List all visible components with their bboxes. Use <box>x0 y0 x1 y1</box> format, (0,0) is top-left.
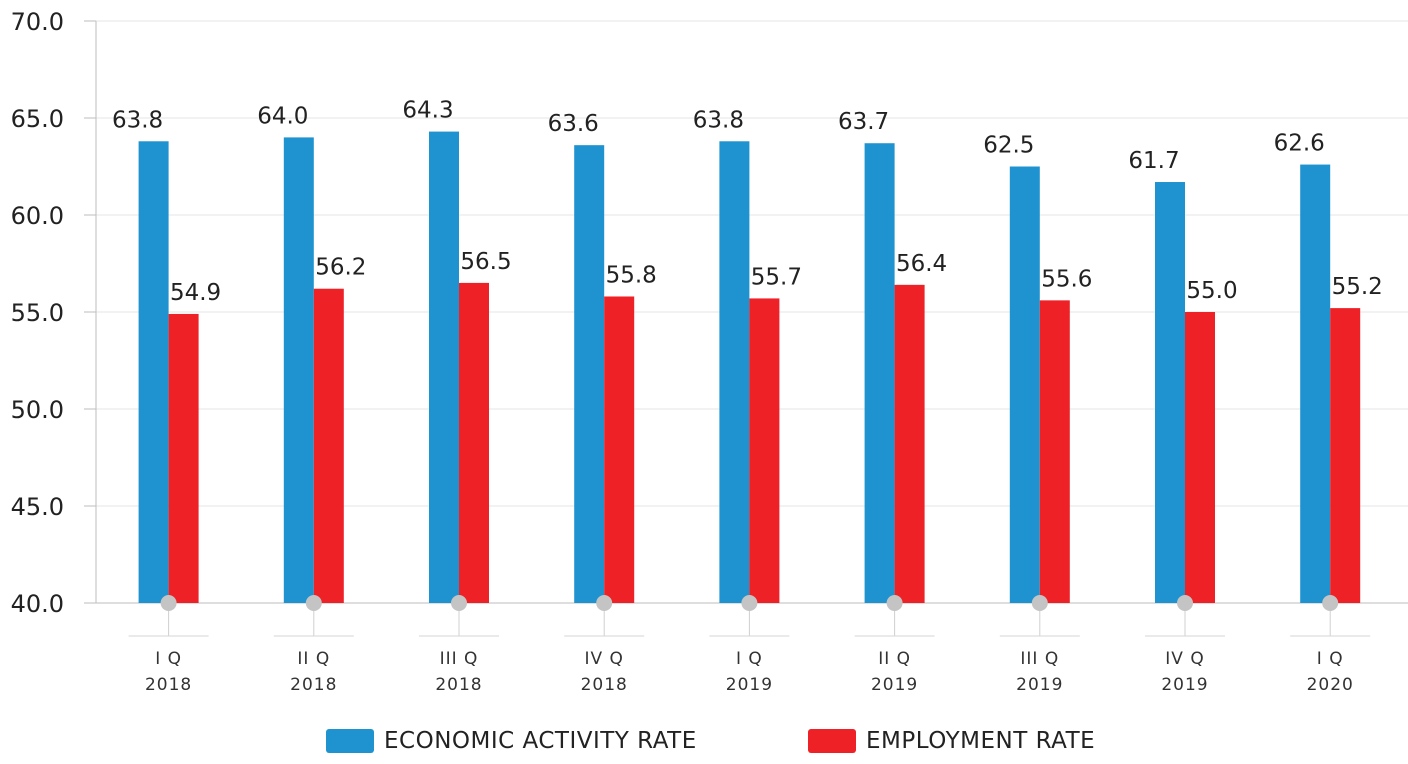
bar-employment-0 <box>168 313 199 603</box>
data-label-economic-activity-5: 63.7 <box>838 109 889 135</box>
bar-economic-activity-0 <box>138 141 169 603</box>
xtick-label-year-7: 2019 <box>1161 675 1208 695</box>
legend-swatch-employment-rate <box>808 729 856 753</box>
bar-economic-activity-2 <box>429 131 459 603</box>
bar-economic-activity-1 <box>283 137 314 603</box>
legend-item-economic-activity-rate: ECONOMIC ACTIVITY RATE <box>326 728 697 754</box>
data-label-economic-activity-8: 62.6 <box>1274 131 1325 157</box>
xtick-label-year-1: 2018 <box>290 675 337 695</box>
legend-label-economic-activity-rate: ECONOMIC ACTIVITY RATE <box>384 728 697 754</box>
xtick-label-quarter-6: III Q <box>1020 649 1059 669</box>
category-marker-0 <box>160 595 177 611</box>
data-label-employment-7: 55.0 <box>1186 278 1237 304</box>
ytick-label-4: 60.0 <box>11 202 64 230</box>
xtick-label-quarter-5: II Q <box>878 649 911 669</box>
bar-chart: 40.0 45.0 50.0 55.0 60.0 65.0 70.0 63.8 54.9 I Q 2… <box>11 8 1408 695</box>
legend: ECONOMIC ACTIVITY RATE EMPLOYMENT RATE <box>0 728 1408 764</box>
bar-economic-activity-4 <box>719 141 750 603</box>
legend-label-employment-rate: EMPLOYMENT RATE <box>866 728 1096 754</box>
bar-economic-activity-6 <box>1009 166 1040 603</box>
bar-employment-5 <box>894 284 925 603</box>
xtick-label-quarter-0: I Q <box>155 649 182 669</box>
bar-employment-4 <box>749 298 780 603</box>
ytick-label-3: 55.0 <box>11 299 64 327</box>
category-marker-7 <box>1177 595 1193 611</box>
data-label-employment-1: 56.2 <box>315 255 366 281</box>
bar-employment-2 <box>459 282 489 603</box>
xtick-label-year-2: 2018 <box>435 675 482 695</box>
xtick-label-year-6: 2019 <box>1016 675 1063 695</box>
bar-economic-activity-7 <box>1155 182 1185 603</box>
data-label-employment-6: 55.6 <box>1041 266 1092 292</box>
xtick-label-quarter-4: I Q <box>736 649 763 669</box>
xtick-label-year-0: 2018 <box>145 675 192 695</box>
category-marker-4 <box>741 595 758 611</box>
category-marker-8 <box>1322 595 1339 611</box>
data-label-economic-activity-1: 64.0 <box>257 103 308 129</box>
bar-employment-8 <box>1330 308 1361 603</box>
ytick-label-0: 40.0 <box>11 590 64 618</box>
xtick-label-year-3: 2018 <box>581 675 628 695</box>
bar-employment-7 <box>1185 312 1215 603</box>
data-label-employment-5: 56.4 <box>896 251 947 277</box>
xtick-label-quarter-8: I Q <box>1317 649 1344 669</box>
xtick-label-quarter-2: III Q <box>440 649 479 669</box>
ytick-label-2: 50.0 <box>11 396 64 424</box>
data-label-economic-activity-3: 63.6 <box>548 111 599 137</box>
bar-economic-activity-8 <box>1300 164 1331 603</box>
legend-item-employment-rate: EMPLOYMENT RATE <box>808 728 1095 754</box>
xtick-label-year-8: 2020 <box>1307 675 1354 695</box>
data-label-economic-activity-2: 64.3 <box>402 98 453 124</box>
data-label-employment-4: 55.7 <box>751 264 802 290</box>
data-label-economic-activity-7: 61.7 <box>1128 148 1179 174</box>
data-label-employment-2: 56.5 <box>460 249 511 275</box>
bar-employment-3 <box>604 296 635 603</box>
category-marker-3 <box>596 595 613 611</box>
bar-economic-activity-3 <box>574 145 605 603</box>
ytick-label-5: 65.0 <box>11 105 64 133</box>
data-label-employment-0: 54.9 <box>170 280 221 306</box>
category-marker-1 <box>305 595 322 611</box>
bar-economic-activity-5 <box>864 143 895 603</box>
ytick-label-1: 45.0 <box>11 493 64 521</box>
data-label-employment-8: 55.2 <box>1332 274 1383 300</box>
data-label-economic-activity-4: 63.8 <box>693 107 744 133</box>
data-label-economic-activity-0: 63.8 <box>112 107 163 133</box>
bar-employment-1 <box>313 288 344 603</box>
xtick-label-quarter-7: IV Q <box>1165 649 1204 669</box>
category-marker-5 <box>886 595 903 611</box>
xtick-label-quarter-1: II Q <box>297 649 330 669</box>
bar-employment-6 <box>1039 300 1070 603</box>
category-marker-2 <box>451 595 467 611</box>
xtick-label-year-4: 2019 <box>726 675 773 695</box>
data-label-employment-3: 55.8 <box>606 262 657 288</box>
xtick-label-year-5: 2019 <box>871 675 918 695</box>
xtick-label-quarter-3: IV Q <box>584 649 623 669</box>
category-marker-6 <box>1031 595 1048 611</box>
ytick-label-6: 70.0 <box>11 8 64 36</box>
data-label-economic-activity-6: 62.5 <box>983 133 1034 159</box>
legend-swatch-economic-activity-rate <box>326 729 374 753</box>
